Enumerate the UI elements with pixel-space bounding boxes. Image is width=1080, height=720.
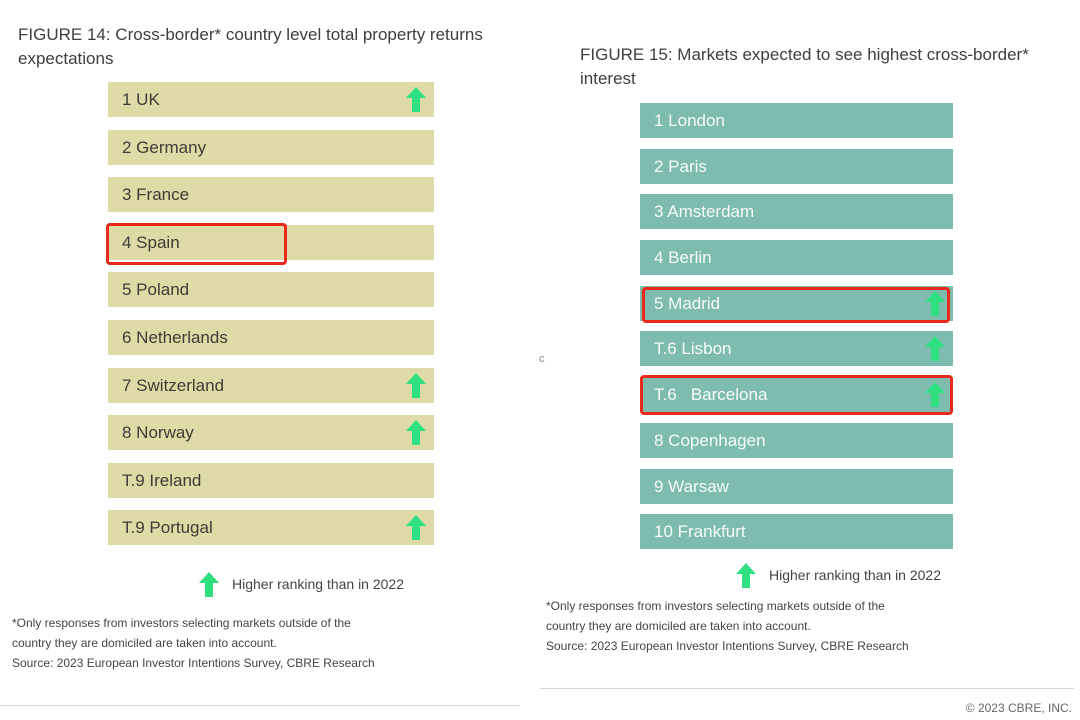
rank-label: 1 UK bbox=[122, 90, 160, 109]
rank-row: 3 France bbox=[108, 177, 434, 213]
rank-row: 2 Paris bbox=[640, 148, 953, 184]
highlight-box-barcelona bbox=[640, 375, 953, 415]
rank-label: T.6 Barcelona bbox=[654, 385, 768, 405]
rank-row: 2 Germany bbox=[108, 129, 434, 165]
figure-14-divider bbox=[0, 705, 520, 706]
up-arrow-icon bbox=[199, 572, 219, 597]
rank-row: T.9 Portugal bbox=[108, 510, 434, 546]
up-arrow-icon bbox=[406, 515, 426, 541]
rank-label: 2 Germany bbox=[122, 137, 207, 157]
rank-label: T.6 Lisbon bbox=[654, 339, 732, 359]
rank-label: T.9 Ireland bbox=[122, 470, 202, 490]
figure-14-notes: *Only responses from investors selecting… bbox=[12, 613, 512, 673]
rank-label: 10 Frankfurt bbox=[654, 522, 746, 542]
rank-label: 3 France bbox=[122, 185, 190, 205]
up-arrow-icon bbox=[925, 290, 945, 316]
figure-14-panel: FIGURE 14: Cross-border* country level t… bbox=[0, 0, 530, 720]
figure-15-divider bbox=[540, 688, 1074, 689]
rank-row: 3 Amsterdam bbox=[640, 194, 953, 230]
up-arrow-icon bbox=[925, 382, 945, 408]
figure-14-title: FIGURE 14: Cross-border* country level t… bbox=[18, 25, 483, 68]
figure-15-source: Source: 2023 European Investor Intention… bbox=[546, 639, 909, 653]
rank-label: 5 Poland bbox=[122, 280, 190, 300]
rank-row: 8 Copenhagen bbox=[640, 422, 953, 458]
rank-label: 8 Norway bbox=[122, 423, 194, 443]
rank-label: 9 Warsaw bbox=[654, 476, 729, 496]
rank-row: 4 Spain bbox=[108, 224, 434, 260]
highlight-box-madrid bbox=[642, 287, 950, 323]
rank-row: 9 Warsaw bbox=[640, 468, 953, 504]
edge-mark: c bbox=[539, 353, 545, 365]
rank-row: 6 Netherlands bbox=[108, 319, 434, 355]
rank-label: 8 Copenhagen bbox=[654, 430, 766, 450]
rank-label: 4 Berlin bbox=[654, 248, 712, 268]
figure-14-footnote-line-1: *Only responses from investors selecting… bbox=[12, 616, 351, 630]
up-arrow-icon bbox=[406, 420, 426, 446]
rank-row: 10 Frankfurt bbox=[640, 514, 953, 550]
figure-15-notes: *Only responses from investors selecting… bbox=[546, 596, 1066, 656]
rank-row: T.9 Ireland bbox=[108, 462, 434, 498]
rank-row: 8 Norway bbox=[108, 415, 434, 451]
figure-14-rank-list: 1 UK 2 Germany 3 France 4 Spain 5 Poland 6 Ne… bbox=[108, 82, 434, 558]
rank-label: 3 Amsterdam bbox=[654, 202, 755, 222]
rank-row: 5 Poland bbox=[108, 272, 434, 308]
figure-15-panel: FIGURE 15: Markets expected to see highe… bbox=[540, 0, 1080, 720]
figure-15-title: FIGURE 15: Markets expected to see highe… bbox=[580, 45, 1029, 88]
rank-label: 1 London bbox=[654, 111, 725, 130]
rank-row: 5 Madrid bbox=[640, 285, 953, 321]
rank-label: T.9 Portugal bbox=[122, 518, 213, 538]
figure-15-footnote-line-2: country they are domiciled are taken int… bbox=[546, 619, 811, 633]
rank-label: 6 Netherlands bbox=[122, 327, 228, 347]
rank-row: T.6 Barcelona bbox=[640, 377, 953, 413]
rank-row: 7 Switzerland bbox=[108, 367, 434, 403]
rank-row: 1 London bbox=[640, 103, 953, 138]
rank-row: T.6 Lisbon bbox=[640, 331, 953, 367]
rank-label: 4 Spain bbox=[122, 232, 180, 252]
figure-15-legend-text: Higher ranking than in 2022 bbox=[769, 567, 942, 583]
figure-15-rank-list: 1 London 2 Paris 3 Amsterdam 4 Berlin 5 Madr… bbox=[640, 103, 953, 560]
figure-15-footnote-line-1: *Only responses from investors selecting… bbox=[546, 599, 885, 613]
highlight-box-spain bbox=[106, 223, 287, 265]
rank-label: 7 Switzerland bbox=[122, 375, 225, 395]
up-arrow-icon bbox=[736, 563, 756, 588]
up-arrow-icon bbox=[925, 336, 945, 362]
rank-label: 2 Paris bbox=[654, 156, 707, 176]
copyright: © 2023 CBRE, INC. bbox=[965, 701, 1072, 715]
figure-14-source: Source: 2023 European Investor Intention… bbox=[12, 656, 375, 670]
rank-row: 4 Berlin bbox=[640, 240, 953, 276]
figure-14-footnote-line-2: country they are domiciled are taken int… bbox=[12, 636, 277, 650]
rank-label: 5 Madrid bbox=[654, 293, 721, 313]
up-arrow-icon bbox=[406, 372, 426, 398]
up-arrow-icon bbox=[406, 87, 426, 112]
rank-row: 1 UK bbox=[108, 82, 434, 117]
figure-14-legend-text: Higher ranking than in 2022 bbox=[232, 576, 405, 592]
